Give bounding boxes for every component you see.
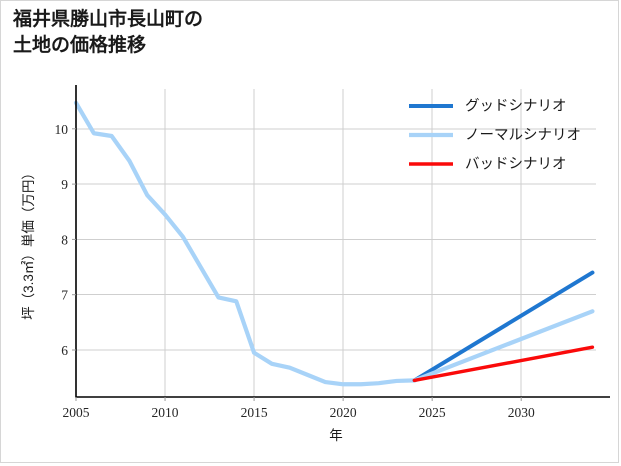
x-tick-label: 2020 (330, 405, 357, 420)
y-tick-label: 8 (61, 232, 68, 247)
y-axis-title: 坪（3.3㎡）単価（万円） (21, 166, 36, 320)
chart-title: 福井県勝山市長山町の 土地の価格推移 (13, 9, 204, 56)
legend-label: ノーマルシナリオ (465, 127, 581, 143)
legend-label: グッドシナリオ (465, 97, 567, 114)
series-ノーマルシナリオ (412, 309, 595, 383)
x-tick-label: 2025 (419, 405, 446, 420)
x-tick-label: 2015 (241, 405, 268, 420)
y-tick-label: 10 (55, 122, 69, 137)
legend-label: バッドシナリオ (465, 156, 567, 172)
axis-lines (72, 85, 610, 401)
tick-labels: 6 7 8 9 10 2005 2010 2015 2020 2025 2030 (55, 122, 535, 420)
axis-titles: 年 坪（3.3㎡）単価（万円） (21, 166, 343, 443)
x-tick-label: 2005 (63, 405, 90, 420)
y-tick-label: 7 (61, 288, 68, 303)
series-実績（ノーマル系） (73, 100, 417, 387)
series-lines (73, 100, 595, 387)
x-tick-label: 2030 (508, 405, 535, 420)
y-tick-label: 9 (61, 177, 68, 192)
y-tick-label: 6 (61, 343, 68, 358)
series-グッドシナリオ (412, 270, 595, 383)
grid-lines (76, 89, 596, 397)
x-tick-label: 2010 (152, 405, 179, 420)
series-バッドシナリオ (412, 345, 595, 383)
x-axis-title: 年 (329, 428, 343, 443)
